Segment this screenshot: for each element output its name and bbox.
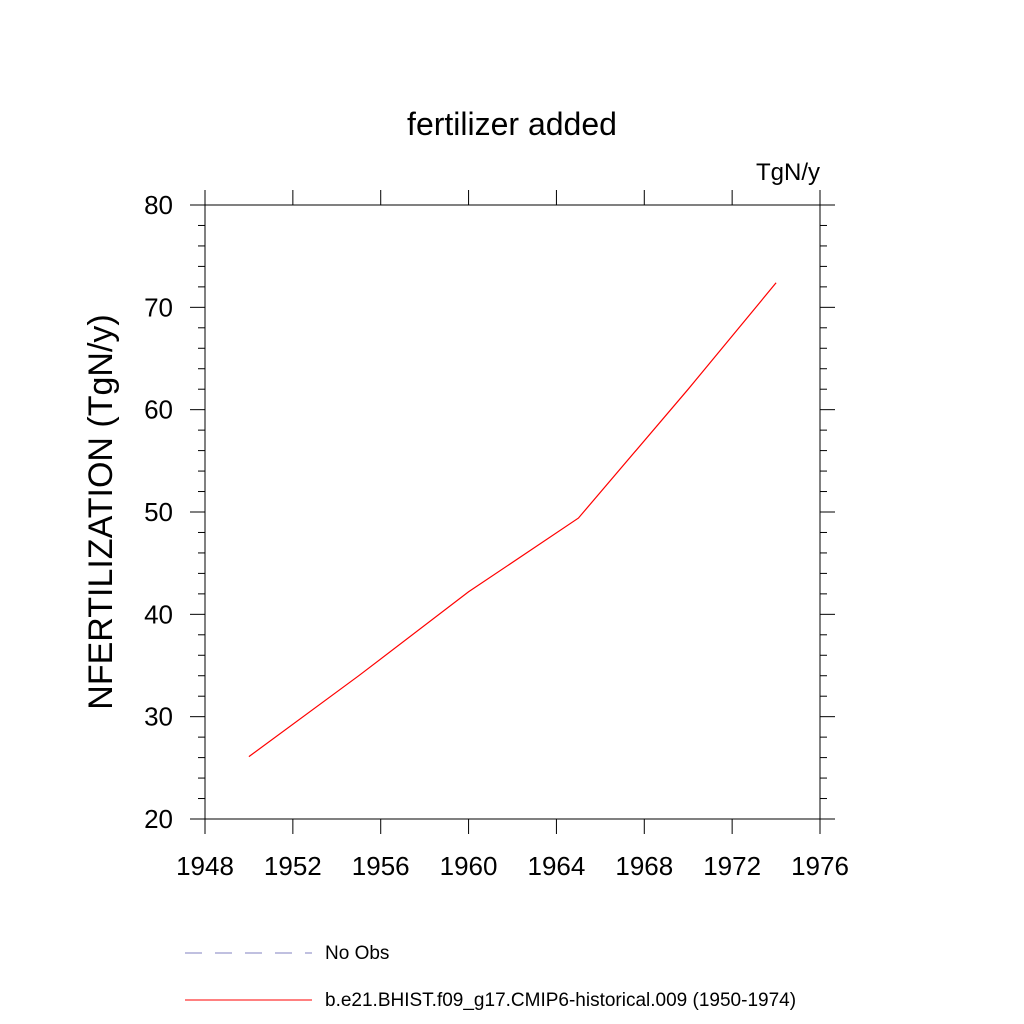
legend-label-historical: b.e21.BHIST.f09_g17.CMIP6-historical.009… [325,990,796,1011]
x-tick-label: 1960 [440,851,498,881]
series-layer [249,283,776,757]
plot-frame [205,205,820,819]
chart-title: fertilizer added [407,106,617,142]
units-label: TgN/y [756,159,820,186]
legend-label-no-obs: No Obs [325,943,389,964]
y-tick-label: 30 [144,702,173,732]
y-tick-label: 40 [144,599,173,629]
y-tick-label: 50 [144,497,173,527]
legend: No Obs b.e21.BHIST.f09_g17.CMIP6-histori… [185,943,796,1011]
x-tick-labels: 1948 1952 1956 1960 1964 1968 1972 1976 [176,851,849,881]
y-tick-label: 80 [144,190,173,220]
y-axis-label: NFERTILIZATION (TgN/y) [82,314,120,709]
series-line-0 [249,283,776,757]
y-tick-label: 70 [144,292,173,322]
x-tick-label: 1952 [264,851,322,881]
y-tick-label: 20 [144,804,173,834]
x-tick-label: 1948 [176,851,234,881]
x-tick-label: 1964 [528,851,586,881]
axis-ticks [190,190,835,834]
x-tick-label: 1968 [615,851,673,881]
x-tick-label: 1956 [352,851,410,881]
x-tick-label: 1976 [791,851,849,881]
y-tick-label: 60 [144,395,173,425]
y-tick-labels: 20 30 40 50 60 70 80 [144,190,173,834]
x-tick-label: 1972 [703,851,761,881]
